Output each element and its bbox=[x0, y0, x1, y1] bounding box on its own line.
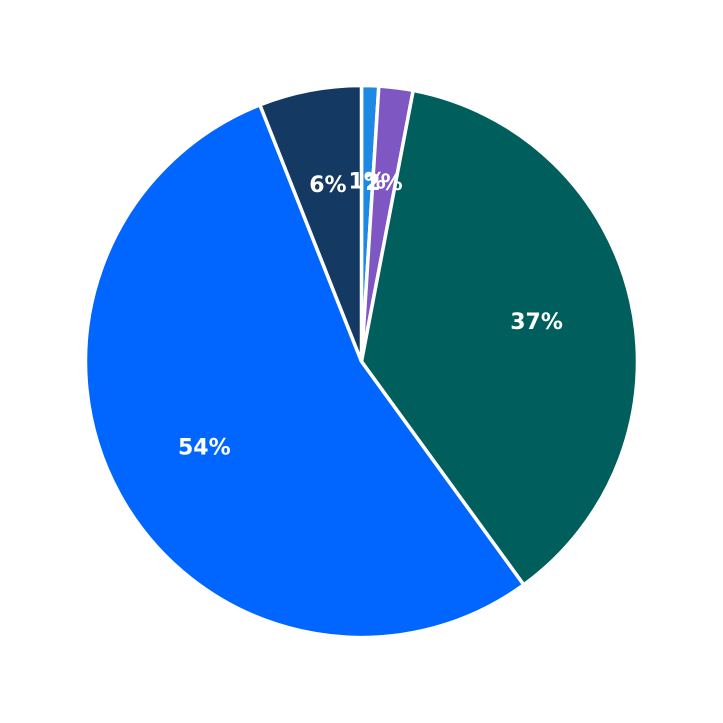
pie-slice-label-4: 54% bbox=[178, 435, 231, 460]
pie-slice-4 bbox=[83, 103, 526, 640]
pie-slice-label-5: 6% bbox=[309, 173, 346, 198]
pie-slice-label-2: 2% bbox=[365, 171, 402, 196]
pie-slice-5 bbox=[258, 83, 364, 364]
pie-slice-label-3: 37% bbox=[510, 310, 563, 335]
pie-slices bbox=[83, 83, 640, 640]
pie-labels: 1%2% 37% 54% 6% bbox=[178, 170, 563, 461]
pie-slice-label-1: 1% bbox=[348, 170, 385, 195]
pie-slice-3 bbox=[359, 88, 640, 587]
